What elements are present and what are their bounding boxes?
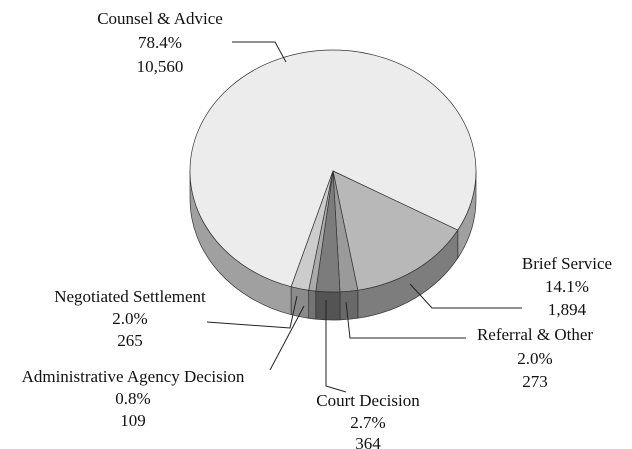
percent-label: 2.0% xyxy=(112,309,147,328)
slice-side xyxy=(308,289,317,320)
category-label: Administrative Agency Decision xyxy=(22,367,245,386)
percent-label: 2.7% xyxy=(350,413,385,432)
percent-label: 2.0% xyxy=(517,349,552,368)
category-label: Counsel & Advice xyxy=(97,9,223,28)
leader-line xyxy=(232,41,287,63)
slice xyxy=(189,49,477,288)
count-label: 10,560 xyxy=(137,57,184,76)
category-label: Referral & Other xyxy=(477,325,593,344)
slice xyxy=(332,170,459,291)
percent-label: 0.8% xyxy=(115,389,150,408)
slice xyxy=(290,170,334,291)
leader-line xyxy=(325,300,347,393)
category-label: Negotiated Settlement xyxy=(54,287,206,306)
count-label: 1,894 xyxy=(548,300,587,319)
count-label: 109 xyxy=(120,411,146,430)
leader-line xyxy=(409,283,522,309)
slice-side xyxy=(315,290,341,321)
leader-line xyxy=(269,305,305,371)
category-label: Court Decision xyxy=(316,391,420,410)
count-label: 364 xyxy=(355,434,381,449)
slice-side xyxy=(339,289,359,321)
percent-label: 78.4% xyxy=(138,33,182,52)
percent-label: 14.1% xyxy=(545,277,589,296)
count-label: 273 xyxy=(522,372,548,391)
category-label: Brief Service xyxy=(522,254,612,273)
count-label: 265 xyxy=(117,331,143,350)
leader-line xyxy=(206,295,298,329)
leader-line xyxy=(345,301,466,339)
